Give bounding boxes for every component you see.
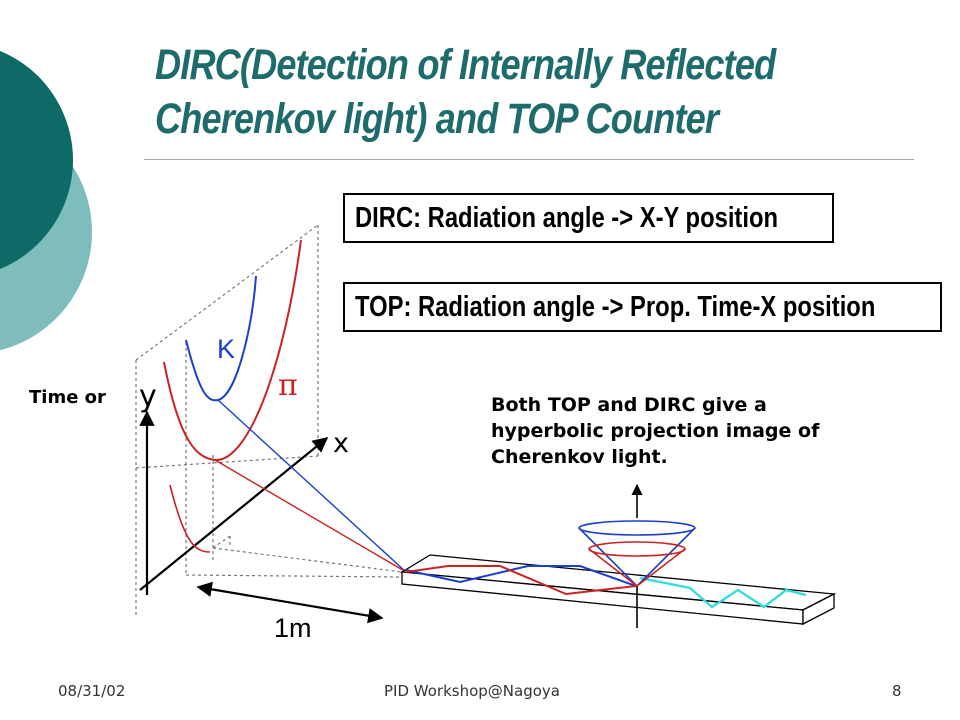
kaon-ray — [217, 399, 407, 573]
title-divider — [144, 159, 914, 160]
description-line-1: Both TOP and DIRC give a — [491, 394, 767, 416]
top-info-text: TOP: Radiation angle -> Prop. Time-X pos… — [355, 291, 876, 323]
top-info-box: TOP: Radiation angle -> Prop. Time-X pos… — [343, 282, 942, 332]
axes — [139, 410, 384, 624]
cherenkov-cones — [578, 520, 696, 587]
kaon-hyperbola — [185, 275, 257, 402]
quartz-bar — [399, 554, 837, 626]
pion-hyperbola-2 — [169, 484, 211, 553]
title-line-2: Cherenkov light) and TOP Counter — [155, 95, 719, 143]
axis-prefix-label: Time or — [29, 387, 106, 408]
distance-label: 1m — [274, 613, 312, 643]
dirc-info-text: DIRC: Radiation angle -> X-Y position — [355, 202, 779, 234]
y-axis-label: y — [139, 379, 157, 414]
pion-label: π — [278, 368, 298, 403]
distance-arrow — [196, 581, 384, 624]
kaon-label: K — [217, 334, 235, 364]
footer-date: 08/31/02 — [58, 682, 126, 700]
kaon-reflections — [405, 565, 637, 587]
description-text: Both TOP and DIRC give a hyperbolic proj… — [491, 392, 931, 470]
page-number: 8 — [892, 682, 902, 700]
pion-reflections — [405, 565, 637, 596]
projection-screen — [135, 224, 403, 615]
description-line-3: Cherenkov light. — [491, 446, 668, 468]
x-axis-label: x — [333, 428, 349, 459]
dirc-info-box: DIRC: Radiation angle -> X-Y position — [343, 193, 834, 243]
footer-title: PID Workshop@Nagoya — [384, 682, 560, 700]
description-line-2: hyperbolic projection image of — [491, 420, 820, 442]
title-line-1: DIRC(Detection of Internally Reflected — [155, 41, 776, 89]
pion-ray — [214, 459, 407, 573]
page-title: DIRC(Detection of Internally Reflected C… — [155, 38, 819, 146]
pion-hyperbola-1 — [163, 239, 302, 462]
propagation-reflections — [639, 576, 807, 609]
x-axis — [139, 437, 329, 591]
